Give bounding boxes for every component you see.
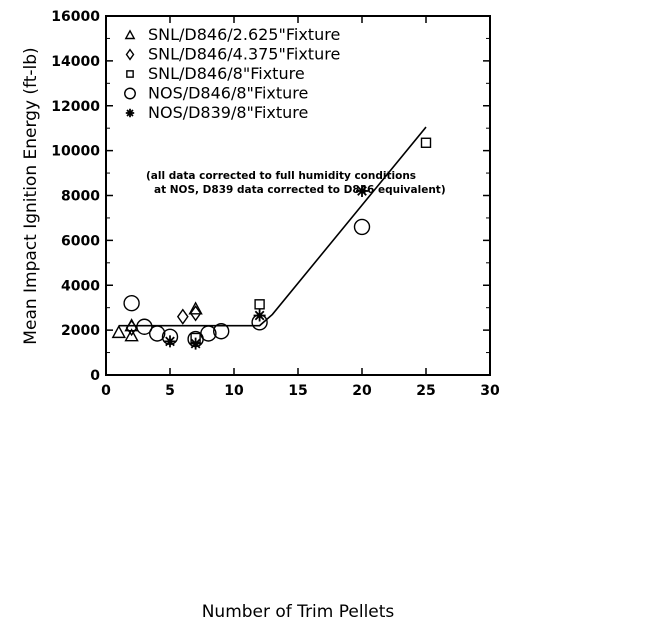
- y-tick-label: 6000: [61, 233, 100, 249]
- x-tick-label: 30: [480, 383, 500, 399]
- data-points: [111, 137, 432, 350]
- point-asterisk: [356, 185, 368, 198]
- x-tick-label: 20: [352, 383, 372, 399]
- legend-entry-label: SNL/D846/8"Fixture: [148, 64, 305, 83]
- legend-entry-label: NOS/D839/8"Fixture: [148, 103, 308, 122]
- x-tick-label: 5: [165, 383, 175, 399]
- point-triangle: [124, 328, 139, 342]
- legend-marker-asterisk: [125, 108, 135, 118]
- point-diamond: [125, 319, 138, 337]
- y-axis-label: Mean Impact Ignition Energy (ft-lb): [21, 47, 41, 344]
- y-tick-label: 4000: [61, 278, 100, 294]
- y-tick-label: 0: [90, 368, 100, 384]
- point-triangle: [188, 301, 203, 315]
- legend-entry-label: SNL/D846/4.375"Fixture: [148, 45, 340, 64]
- x-tick-label: 10: [224, 383, 244, 399]
- fit-line-group: [118, 126, 427, 327]
- note-line-2: at NOS, D839 data corrected to D846 equi…: [154, 184, 446, 196]
- point-circle: [136, 318, 153, 335]
- x-tick-label: 0: [101, 383, 111, 399]
- point-circle: [353, 218, 371, 236]
- point-circle: [200, 325, 217, 342]
- legend-marker-triangle: [124, 29, 136, 40]
- x-tick-label: 25: [416, 383, 435, 399]
- legend-marker-diamond: [125, 48, 135, 61]
- point-asterisk: [253, 309, 266, 322]
- legend-marker-square: [126, 70, 134, 78]
- point-asterisk: [164, 335, 176, 348]
- legend-entry-label: NOS/D846/8"Fixture: [148, 84, 308, 103]
- legend: SNL/D846/2.625"FixtureSNL/D846/4.375"Fix…: [124, 25, 340, 122]
- fit-line: [118, 126, 427, 327]
- point-circle: [123, 295, 140, 312]
- point-diamond: [189, 305, 202, 322]
- y-tick-label: 8000: [61, 189, 100, 205]
- note-line-1: (all data corrected to full humidity con…: [146, 170, 416, 182]
- y-tick-label: 2000: [61, 323, 100, 339]
- legend-entry-label: SNL/D846/2.625"Fixture: [148, 25, 340, 44]
- point-triangle: [111, 324, 126, 339]
- point-asterisk: [189, 337, 202, 350]
- y-tick-label: 12000: [51, 99, 100, 115]
- y-tick-label: 14000: [51, 54, 100, 70]
- x-tick-label: 15: [288, 383, 307, 399]
- legend-marker-circle: [124, 87, 136, 100]
- point-diamond: [176, 308, 189, 325]
- point-circle: [148, 325, 166, 342]
- axis-ticks: 0 5 10 15 20 25 30 0 2000 4000 6000 8000 10000 12000 1…: [51, 9, 500, 399]
- point-square: [254, 299, 265, 310]
- plot-frame: [105, 15, 491, 376]
- x-axis-label: Number of Trim Pellets: [202, 602, 395, 622]
- y-tick-label: 16000: [51, 9, 100, 25]
- point-square: [420, 137, 432, 148]
- point-circle: [212, 323, 230, 340]
- y-tick-label: 10000: [51, 144, 100, 160]
